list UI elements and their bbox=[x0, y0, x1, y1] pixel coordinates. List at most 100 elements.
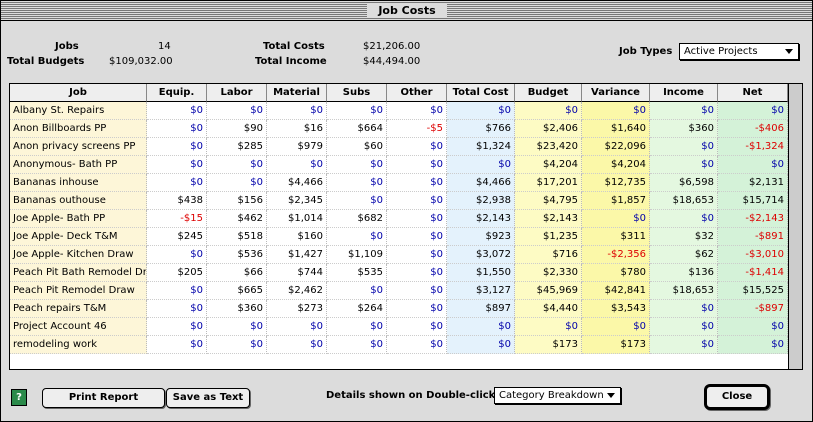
scrollbar[interactable] bbox=[788, 84, 802, 369]
button[interactable]: Print Report bbox=[42, 388, 165, 408]
cell: $0 bbox=[387, 102, 447, 120]
cell: $15,714 bbox=[718, 192, 788, 210]
label: Total Budgets bbox=[7, 56, 84, 67]
cell: Peach Pit Remodel Draw bbox=[10, 282, 147, 300]
column-header: Total Cost bbox=[447, 84, 515, 102]
cell: $0 bbox=[447, 102, 515, 120]
cell: $2,938 bbox=[447, 192, 515, 210]
cell: $0 bbox=[718, 156, 788, 174]
cell: $0 bbox=[387, 228, 447, 246]
label: Details shown on Double-click bbox=[326, 390, 495, 401]
cell: $0 bbox=[327, 228, 387, 246]
cell: $518 bbox=[207, 228, 267, 246]
cell: $1,235 bbox=[515, 228, 582, 246]
cell: $0 bbox=[650, 102, 718, 120]
cell: $0 bbox=[387, 264, 447, 282]
cell: -$15 bbox=[147, 210, 207, 228]
cell: $0 bbox=[582, 210, 650, 228]
cell: $160 bbox=[267, 228, 327, 246]
cell: $4,795 bbox=[515, 192, 582, 210]
cell: Bananas outhouse bbox=[10, 192, 147, 210]
cell: $15,525 bbox=[718, 282, 788, 300]
cell: $979 bbox=[267, 138, 327, 156]
cell: $32 bbox=[650, 228, 718, 246]
cell: $360 bbox=[207, 300, 267, 318]
cell: $0 bbox=[207, 102, 267, 120]
cell: $0 bbox=[650, 156, 718, 174]
cell: $0 bbox=[447, 156, 515, 174]
cell: $0 bbox=[147, 156, 207, 174]
button[interactable]: Save as Text bbox=[166, 388, 250, 408]
cell: $1,109 bbox=[327, 246, 387, 264]
button[interactable]: Close bbox=[704, 384, 770, 410]
label: Jobs bbox=[55, 41, 79, 52]
cell: $205 bbox=[147, 264, 207, 282]
cell: $0 bbox=[650, 300, 718, 318]
cell: $1,324 bbox=[447, 138, 515, 156]
cell: $780 bbox=[582, 264, 650, 282]
cell: Joe Apple- Bath PP bbox=[10, 210, 147, 228]
cell: $0 bbox=[387, 246, 447, 264]
cell: $17,201 bbox=[515, 174, 582, 192]
label: Job Types bbox=[619, 46, 672, 57]
cell: $0 bbox=[147, 120, 207, 138]
cell: $0 bbox=[387, 318, 447, 336]
cell: $2,330 bbox=[515, 264, 582, 282]
cell: $0 bbox=[147, 246, 207, 264]
cell: $136 bbox=[650, 264, 718, 282]
cell: $6,598 bbox=[650, 174, 718, 192]
cell: $0 bbox=[147, 282, 207, 300]
cell: $744 bbox=[267, 264, 327, 282]
cell: $664 bbox=[327, 120, 387, 138]
help-icon[interactable]: ? bbox=[11, 389, 27, 406]
cell: $23,420 bbox=[515, 138, 582, 156]
cell: -$1,414 bbox=[718, 264, 788, 282]
dropdown[interactable]: Category Breakdown bbox=[494, 387, 621, 404]
cell: Anonymous- Bath PP bbox=[10, 156, 147, 174]
cell: $4,466 bbox=[267, 174, 327, 192]
cell: -$1,324 bbox=[718, 138, 788, 156]
column-header: Labor bbox=[207, 84, 267, 102]
cell: $18,653 bbox=[650, 192, 718, 210]
cell: $0 bbox=[515, 102, 582, 120]
cell: $536 bbox=[207, 246, 267, 264]
cell: $0 bbox=[327, 318, 387, 336]
cell: $0 bbox=[387, 336, 447, 354]
cell: $1,014 bbox=[267, 210, 327, 228]
cell: $0 bbox=[207, 156, 267, 174]
cell: $285 bbox=[207, 138, 267, 156]
cell: $0 bbox=[387, 192, 447, 210]
cell: -$891 bbox=[718, 228, 788, 246]
cell: $0 bbox=[147, 174, 207, 192]
column-header: Subs bbox=[327, 84, 387, 102]
value: $21,206.00 bbox=[363, 41, 420, 52]
cell: $0 bbox=[650, 138, 718, 156]
column-header: Net bbox=[718, 84, 788, 102]
label: Total Income bbox=[255, 56, 327, 67]
cell: Project Account 46 bbox=[10, 318, 147, 336]
cell: $66 bbox=[207, 264, 267, 282]
column-header: Variance bbox=[582, 84, 650, 102]
cell: $0 bbox=[718, 318, 788, 336]
value: 14 bbox=[158, 41, 171, 52]
cell: $0 bbox=[387, 174, 447, 192]
column-header: Job bbox=[10, 84, 147, 102]
cell: $245 bbox=[147, 228, 207, 246]
cell: Peach Pit Bath Remodel Draw bbox=[10, 264, 147, 282]
cell: $0 bbox=[582, 318, 650, 336]
cell: $311 bbox=[582, 228, 650, 246]
cell: $60 bbox=[327, 138, 387, 156]
dropdown[interactable]: Active Projects bbox=[679, 43, 799, 60]
cell: $0 bbox=[207, 174, 267, 192]
cell: $45,969 bbox=[515, 282, 582, 300]
cell: $0 bbox=[267, 102, 327, 120]
column-header: Equip. bbox=[147, 84, 207, 102]
cell: $0 bbox=[515, 318, 582, 336]
cell: $0 bbox=[267, 336, 327, 354]
cell: $665 bbox=[207, 282, 267, 300]
cell: $0 bbox=[387, 282, 447, 300]
cell: $0 bbox=[327, 102, 387, 120]
cell: $0 bbox=[387, 138, 447, 156]
cell: $0 bbox=[327, 174, 387, 192]
